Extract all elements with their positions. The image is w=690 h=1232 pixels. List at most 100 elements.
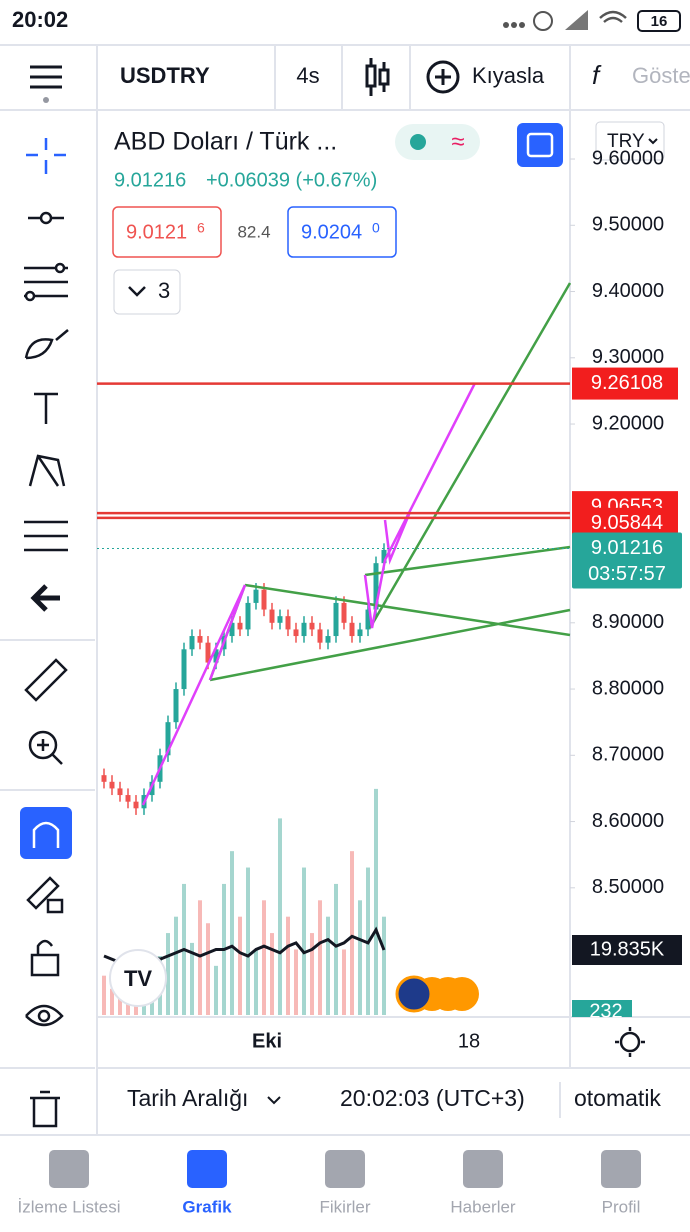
settings-button[interactable] [615, 1027, 645, 1057]
countdown: 03:57:57 [588, 563, 666, 585]
date-range-button[interactable]: Tarih Aralığı [127, 1085, 248, 1111]
candle-body [117, 788, 123, 796]
nav-icon[interactable] [49, 1150, 89, 1188]
candle-body [165, 722, 171, 756]
y-tick-label: 9.50000 [592, 214, 664, 236]
nav-label[interactable]: Grafik [182, 1197, 232, 1216]
volume-bar [230, 851, 234, 1015]
volume-bar [166, 933, 170, 1015]
candle-body [261, 589, 267, 610]
volume-bar [198, 900, 202, 1015]
collapse-button[interactable] [113, 269, 181, 315]
clock: 20:02:03 (UTC+3) [340, 1085, 525, 1111]
candle-body [101, 775, 107, 782]
events [395, 975, 479, 1013]
volume-bar [270, 933, 274, 1015]
buy-button[interactable] [287, 206, 397, 258]
candle-body [269, 609, 275, 623]
volume-bar [214, 965, 218, 1015]
volume-bar [326, 916, 330, 1015]
volume-bar [174, 916, 178, 1015]
candle-body [365, 609, 371, 630]
scale-button[interactable]: otomatik [574, 1085, 661, 1111]
candle-body [277, 616, 283, 623]
nav-icon[interactable] [187, 1150, 227, 1188]
tv-logo: TV [124, 966, 152, 991]
fullscreen-button[interactable] [517, 123, 563, 167]
y-tick-label: 9.30000 [592, 346, 664, 368]
bottom-nav: İzleme Listesi Grafik Fikirler Haberler Prof… [18, 1150, 641, 1216]
drawing-tools [0, 138, 95, 1128]
currency-button[interactable] [595, 121, 665, 161]
candle-body [125, 795, 131, 802]
y-tick-label: 8.50000 [592, 876, 664, 898]
candle-body [341, 602, 347, 623]
nav-label[interactable]: İzleme Listesi [18, 1197, 121, 1216]
candle-body [173, 689, 179, 723]
chart-type-button[interactable] [365, 58, 390, 96]
volume-bar [246, 867, 250, 1015]
volume-bar [374, 788, 378, 1015]
volume-bar [110, 988, 114, 1015]
y-tick-label: 9.60000 [592, 147, 664, 169]
ask-pip: 0 [372, 220, 380, 236]
last-price-label: 9.01216 [591, 537, 663, 559]
symbol-button[interactable]: USDTRY [120, 63, 210, 88]
candle-body [301, 622, 307, 637]
volume-bar [206, 923, 210, 1015]
nav-label[interactable]: Haberler [450, 1197, 516, 1216]
volume-bar [342, 949, 346, 1015]
nav-label[interactable]: Profil [602, 1197, 641, 1216]
candle-body [229, 622, 235, 637]
candle-body [253, 589, 259, 603]
volume-bar [238, 916, 242, 1015]
volume-bar [278, 818, 282, 1015]
volume-bar [262, 900, 266, 1015]
candle-body [197, 636, 203, 643]
candle-body [237, 622, 243, 630]
volume-label: 19.835K [590, 938, 665, 960]
volume-bar [102, 975, 106, 1015]
last-price-bg [572, 532, 682, 589]
menu-button[interactable] [30, 65, 62, 103]
candle-body [357, 629, 363, 637]
candle-body [325, 636, 331, 643]
symbol-title: ABD Doları / Türk ... [114, 128, 337, 156]
sell-button[interactable] [112, 206, 222, 258]
candle-body [381, 549, 387, 564]
candle-body [133, 801, 139, 809]
ask-price: 9.0204 [301, 221, 362, 243]
bid-price: 9.0121 [126, 221, 187, 243]
candle-body [205, 642, 211, 663]
candle-body [309, 622, 315, 630]
volume-bar [310, 933, 314, 1015]
nav-icon[interactable] [463, 1150, 503, 1188]
volume-bar [286, 916, 290, 1015]
indicators-button[interactable]: Göste [632, 63, 690, 88]
candle-body [109, 781, 115, 789]
nav-icon[interactable] [601, 1150, 641, 1188]
price-change: +0.06039 (+0.67%) [206, 169, 377, 191]
volume-bar [382, 916, 386, 1015]
y-tick-label: 9.20000 [592, 412, 664, 434]
volume-bar [294, 949, 298, 1015]
spread: 82.4 [237, 222, 270, 241]
nav-label[interactable]: Fikirler [320, 1197, 371, 1216]
candle-body [245, 602, 251, 630]
candle-body [285, 616, 291, 630]
y-tick-label: 8.60000 [592, 810, 664, 832]
status-time: 20:02 [12, 7, 68, 32]
y-tick-label: 8.70000 [592, 744, 664, 766]
trend-drawings [141, 282, 572, 806]
candle-body [373, 563, 379, 610]
interval-button[interactable]: 4s [296, 63, 319, 88]
nav-icon[interactable] [325, 1150, 365, 1188]
wave-icon: ≈ [451, 128, 464, 155]
level-label: 9.05844 [591, 512, 663, 534]
indicator-count: 3 [158, 278, 170, 303]
volume-bar [334, 883, 338, 1015]
candle-body [213, 649, 219, 663]
last-price: 9.01216 [114, 169, 186, 191]
compare-button[interactable]: Kıyasla [472, 63, 545, 88]
